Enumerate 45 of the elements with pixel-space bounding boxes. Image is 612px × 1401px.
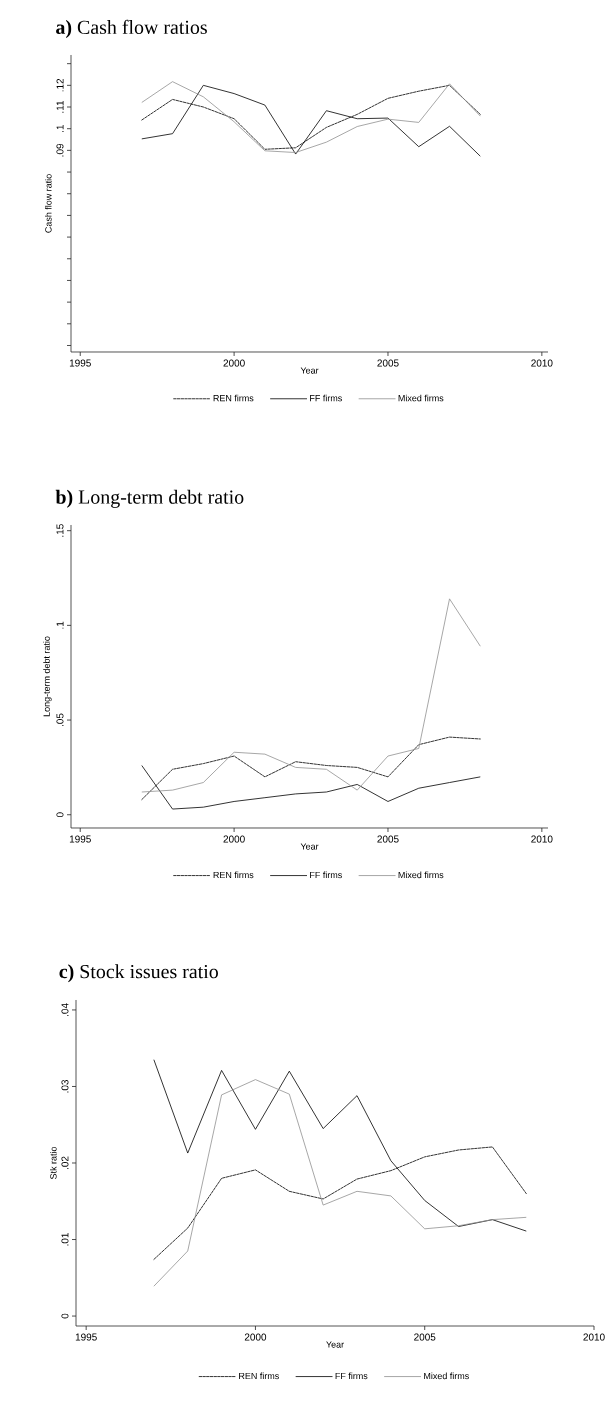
line-series — [141, 598, 481, 793]
legend-label: REN firms — [213, 871, 254, 879]
legend-label: FF firms — [310, 394, 342, 402]
legend-label: REN firms — [213, 394, 254, 402]
y-tick-label: .15 — [56, 524, 64, 537]
x-tick-label: 1995 — [69, 835, 91, 843]
y-tick-label: .03 — [61, 1079, 69, 1093]
y-tick-label: .1 — [56, 621, 64, 629]
x-tick-label: 2010 — [583, 1333, 605, 1341]
y-tick-label: .12 — [56, 78, 64, 92]
legend-label: REN firms — [239, 1372, 279, 1380]
x-tick-label: 2005 — [377, 359, 399, 367]
y-tick-label: .02 — [61, 1156, 69, 1170]
x-tick-label: 1995 — [69, 359, 91, 367]
x-axis-title: Year — [326, 1341, 344, 1348]
x-axis-title: Year — [300, 367, 319, 374]
y-axis-title: Cash flow ratio — [45, 174, 52, 233]
legend-label: FF firms — [310, 871, 342, 879]
x-tick-label: 2000 — [223, 835, 245, 843]
y-axis-title: Stk ratio — [50, 1146, 57, 1180]
x-tick-label: 2010 — [531, 835, 553, 843]
x-tick-label: 1995 — [75, 1333, 97, 1341]
line-series — [153, 1079, 527, 1287]
y-axis-title: Long-term debt ratio — [43, 636, 52, 717]
y-tick-label: .04 — [61, 1003, 69, 1016]
x-tick-label: 2010 — [531, 359, 553, 367]
y-tick-label: .1 — [56, 125, 64, 132]
y-tick-label: .05 — [56, 713, 64, 727]
legend-label: FF firms — [335, 1372, 368, 1380]
y-tick-label: .11 — [56, 100, 64, 113]
y-tick-label: .01 — [61, 1233, 69, 1246]
y-tick-label: 0 — [56, 812, 64, 818]
x-axis-title: Year — [300, 843, 319, 850]
chart-title: a) Cash flow ratios — [56, 19, 207, 39]
x-tick-label: 2005 — [414, 1333, 436, 1341]
legend-label: Mixed firms — [424, 1372, 469, 1380]
chart-title: b) Long-term debt ratio — [55, 489, 244, 508]
legend-label: Mixed firms — [398, 394, 444, 402]
legend-label: Mixed firms — [398, 871, 444, 879]
chart-title: c) Stock issues ratio — [59, 964, 218, 983]
x-tick-label: 2005 — [377, 835, 399, 843]
y-tick-label: 0 — [61, 1313, 69, 1319]
x-tick-label: 2000 — [244, 1333, 267, 1341]
x-tick-label: 2000 — [223, 359, 245, 367]
y-tick-label: .09 — [56, 143, 64, 157]
